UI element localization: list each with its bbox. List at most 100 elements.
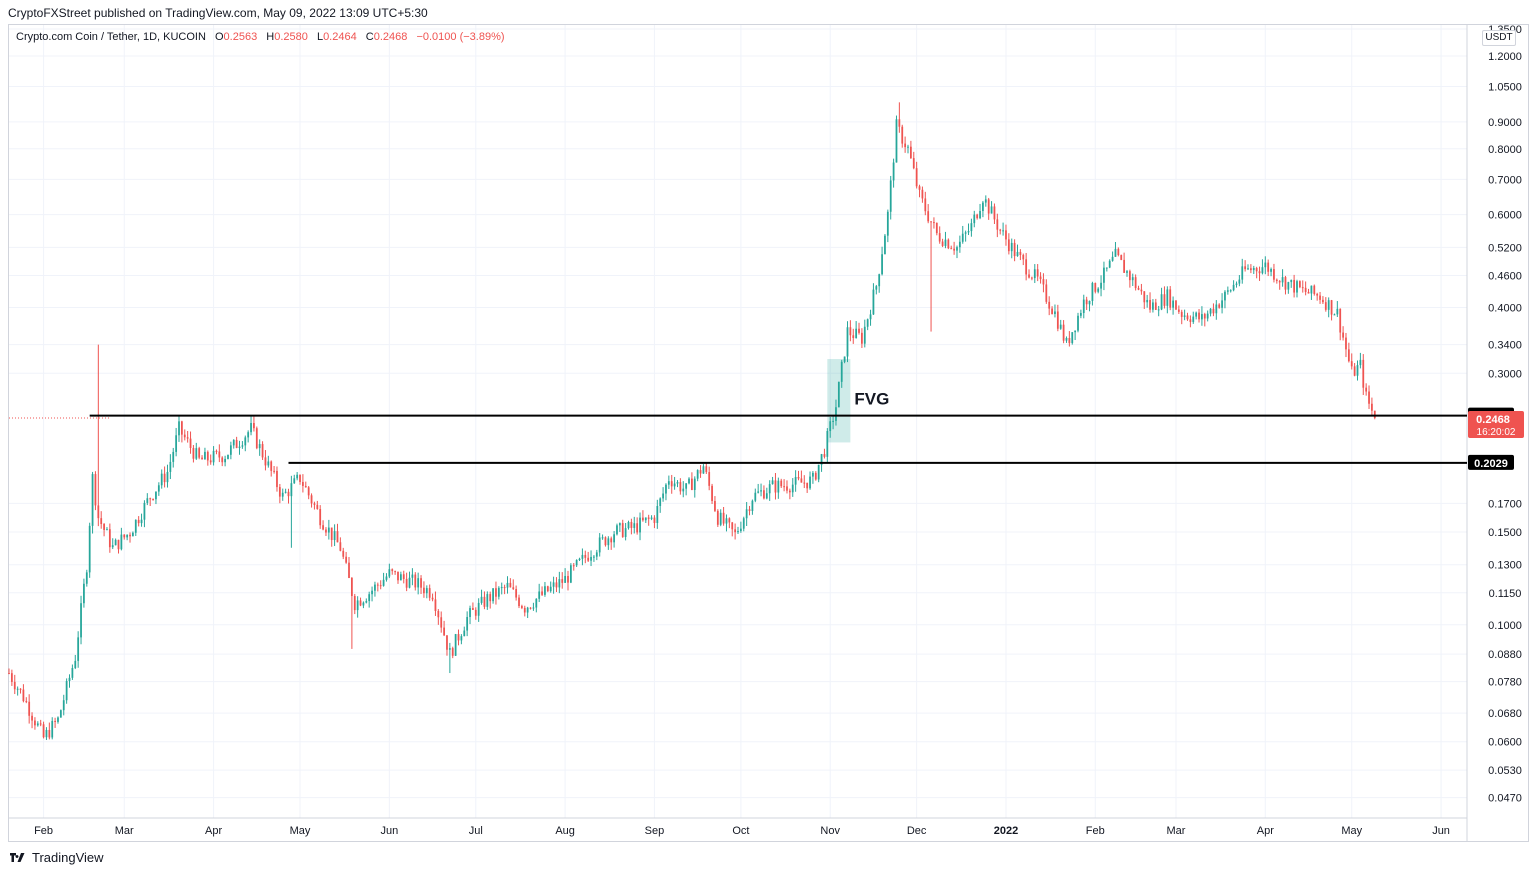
candle-body	[221, 457, 224, 463]
candle-body	[218, 451, 221, 458]
candle-body	[546, 586, 549, 592]
candle-body	[316, 504, 319, 510]
candle-body	[1175, 300, 1177, 310]
candle-body	[760, 490, 762, 492]
candle-body	[987, 199, 990, 214]
candle-body	[253, 423, 255, 429]
tradingview-logo-icon	[10, 852, 25, 862]
candle-body	[667, 481, 670, 485]
currency-unit-button[interactable]: USDT	[1482, 30, 1516, 46]
candle-body	[765, 493, 768, 499]
candle-body	[97, 505, 100, 519]
candle-body	[1010, 242, 1013, 252]
candle-body	[716, 510, 719, 525]
candle-body	[1163, 294, 1166, 306]
candle-body	[1232, 284, 1235, 291]
candle-body	[437, 610, 440, 618]
candle-body	[397, 571, 399, 581]
candle-body	[711, 485, 713, 502]
candle-body	[1111, 256, 1114, 261]
candle-body	[54, 720, 56, 722]
candle-body	[299, 474, 301, 482]
candle-body	[976, 214, 979, 219]
y-tick-label: 0.9000	[1488, 117, 1522, 129]
candle-body	[1045, 284, 1048, 302]
candle-body	[302, 481, 304, 486]
candle-body	[391, 569, 394, 572]
candle-body	[1062, 324, 1065, 341]
y-tick-label: 0.6000	[1488, 210, 1522, 222]
candle-body	[39, 723, 42, 725]
candle-body	[745, 509, 748, 519]
candle-body	[944, 239, 947, 246]
candle-body	[405, 578, 408, 588]
candle-body	[1117, 248, 1120, 256]
candle-body	[1310, 285, 1313, 294]
candle-body	[774, 480, 777, 493]
candle-body	[604, 537, 607, 546]
candle-body	[446, 635, 448, 650]
candle-body	[1226, 290, 1229, 292]
candle-body	[1079, 313, 1082, 316]
candle-body	[1077, 315, 1079, 331]
candle-body	[204, 451, 206, 460]
y-tick-label: 0.0880	[1488, 649, 1522, 661]
candle-body	[523, 607, 526, 613]
symbol-label[interactable]: Crypto.com Coin / Tether, 1D, KUCOIN	[16, 31, 206, 43]
candle-body	[175, 435, 178, 452]
candle-body	[843, 356, 846, 362]
candle-body	[1304, 287, 1307, 292]
candle-body	[1160, 294, 1163, 310]
candle-body	[742, 518, 745, 529]
candle-body	[180, 421, 183, 435]
candle-body	[575, 560, 578, 566]
candle-body	[618, 523, 621, 526]
candle-body	[515, 589, 518, 598]
candle-body	[1172, 300, 1174, 308]
candle-body	[495, 588, 497, 597]
candle-body	[195, 448, 198, 459]
candle-body	[166, 471, 169, 483]
candle-body	[535, 598, 538, 608]
candle-body	[1177, 309, 1180, 312]
x-tick-label: Feb	[34, 825, 53, 837]
candle-body	[258, 444, 261, 449]
candle-body	[80, 603, 82, 638]
y-tick-label: 0.4600	[1488, 270, 1522, 282]
y-tick-label: 0.1300	[1488, 560, 1522, 572]
candle-body	[1353, 366, 1356, 376]
candle-body	[688, 478, 690, 484]
candle-body	[281, 492, 284, 497]
publisher-line: CryptoFXStreet published on TradingView.…	[8, 6, 428, 20]
fvg-label: FVG	[854, 389, 889, 408]
candle-body	[183, 434, 186, 438]
candle-body	[1152, 302, 1154, 310]
candle-body	[895, 119, 898, 163]
candle-body	[212, 450, 215, 463]
candle-body	[1186, 315, 1189, 320]
candle-body	[88, 525, 91, 573]
candle-body	[1296, 281, 1298, 293]
chart-legend: Crypto.com Coin / Tether, 1D, KUCOIN O0.…	[16, 31, 505, 43]
candle-body	[28, 701, 31, 716]
high-label: H	[266, 31, 275, 43]
candle-body	[1137, 288, 1140, 290]
y-tick-label: 0.1700	[1488, 498, 1522, 510]
candle-body	[296, 474, 299, 479]
candle-body	[45, 729, 48, 738]
candle-body	[238, 446, 241, 448]
candle-body	[472, 608, 474, 610]
candle-body	[1065, 337, 1068, 341]
candle-body	[970, 223, 973, 232]
candle-body	[875, 286, 878, 290]
x-tick-label: Jun	[380, 825, 398, 837]
tradingview-footer[interactable]: TradingView	[10, 850, 104, 865]
candle-body	[1264, 262, 1267, 268]
candle-body	[783, 486, 785, 488]
candle-body	[1094, 283, 1097, 292]
candle-body	[1195, 312, 1198, 317]
candle-body	[685, 483, 688, 489]
candle-body	[656, 505, 659, 523]
candle-body	[448, 648, 451, 650]
